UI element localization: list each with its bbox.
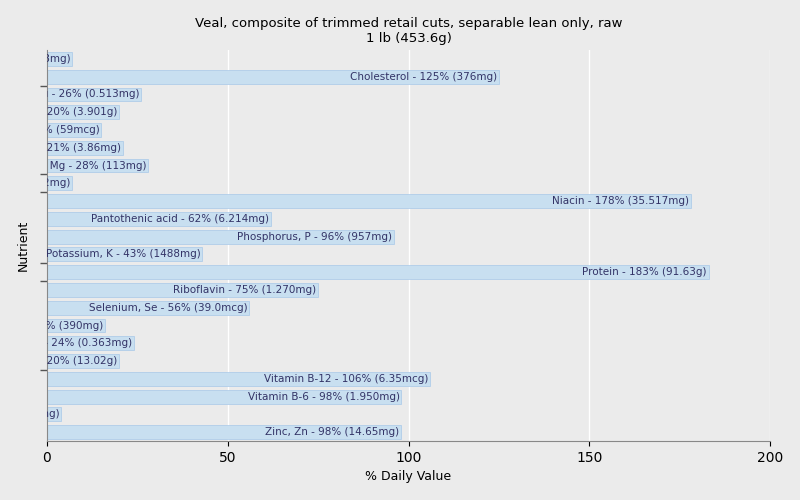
Bar: [47, 70, 499, 84]
Bar: [47, 88, 141, 102]
Bar: [47, 123, 101, 137]
Text: Vitamin B-6 - 98% (1.950mg): Vitamin B-6 - 98% (1.950mg): [247, 392, 399, 402]
Text: Total lipid (fat) - 20% (13.02g): Total lipid (fat) - 20% (13.02g): [0, 356, 118, 366]
Bar: [47, 141, 123, 154]
Bar: [47, 194, 690, 208]
Bar: [47, 390, 402, 404]
Title: Veal, composite of trimmed retail cuts, separable lean only, raw
1 lb (453.6g): Veal, composite of trimmed retail cuts, …: [194, 16, 622, 44]
Text: Copper, Cu - 26% (0.513mg): Copper, Cu - 26% (0.513mg): [0, 90, 139, 100]
Text: Zinc, Zn - 98% (14.65mg): Zinc, Zn - 98% (14.65mg): [266, 427, 399, 437]
Text: Niacin - 178% (35.517mg): Niacin - 178% (35.517mg): [552, 196, 689, 206]
Bar: [47, 176, 72, 190]
Text: Sodium, Na - 16% (390mg): Sodium, Na - 16% (390mg): [0, 320, 103, 330]
Text: Thiamin - 24% (0.363mg): Thiamin - 24% (0.363mg): [0, 338, 132, 348]
Bar: [47, 248, 202, 262]
Bar: [47, 106, 119, 119]
Text: Vitamin B-12 - 106% (6.35mcg): Vitamin B-12 - 106% (6.35mcg): [264, 374, 429, 384]
Text: Selenium, Se - 56% (39.0mcg): Selenium, Se - 56% (39.0mcg): [89, 302, 248, 312]
Bar: [47, 212, 271, 226]
Text: Phosphorus, P - 96% (957mg): Phosphorus, P - 96% (957mg): [238, 232, 392, 241]
Bar: [47, 354, 119, 368]
Bar: [47, 266, 709, 279]
Text: Cholesterol - 125% (376mg): Cholesterol - 125% (376mg): [350, 72, 497, 82]
Bar: [47, 336, 134, 350]
Text: Potassium, K - 43% (1488mg): Potassium, K - 43% (1488mg): [46, 250, 201, 260]
Bar: [47, 52, 72, 66]
Bar: [47, 230, 394, 243]
Text: Manganese, Mn - 7% (0.132mg): Manganese, Mn - 7% (0.132mg): [0, 178, 70, 188]
Bar: [47, 372, 430, 386]
Text: Vitamin E (alpha-tocopherol) - 4% (1.18mg): Vitamin E (alpha-tocopherol) - 4% (1.18m…: [0, 410, 59, 420]
Text: Iron, Fe - 21% (3.86mg): Iron, Fe - 21% (3.86mg): [0, 143, 121, 153]
Text: Magnesium, Mg - 28% (113mg): Magnesium, Mg - 28% (113mg): [0, 160, 146, 170]
Bar: [47, 283, 318, 297]
Bar: [47, 408, 62, 422]
Y-axis label: Nutrient: Nutrient: [17, 220, 30, 271]
Text: Riboflavin - 75% (1.270mg): Riboflavin - 75% (1.270mg): [174, 285, 316, 295]
Text: Folate, total - 15% (59mcg): Folate, total - 15% (59mcg): [0, 125, 99, 135]
Bar: [47, 318, 105, 332]
Text: Fatty acids, total saturated - 20% (3.901g): Fatty acids, total saturated - 20% (3.90…: [0, 107, 118, 117]
Text: Protein - 183% (91.63g): Protein - 183% (91.63g): [582, 267, 707, 277]
Text: Calcium, Ca - 7% (68mg): Calcium, Ca - 7% (68mg): [0, 54, 70, 64]
Bar: [47, 158, 148, 172]
Bar: [47, 425, 402, 439]
X-axis label: % Daily Value: % Daily Value: [366, 470, 452, 484]
Text: Pantothenic acid - 62% (6.214mg): Pantothenic acid - 62% (6.214mg): [91, 214, 270, 224]
Bar: [47, 301, 250, 314]
